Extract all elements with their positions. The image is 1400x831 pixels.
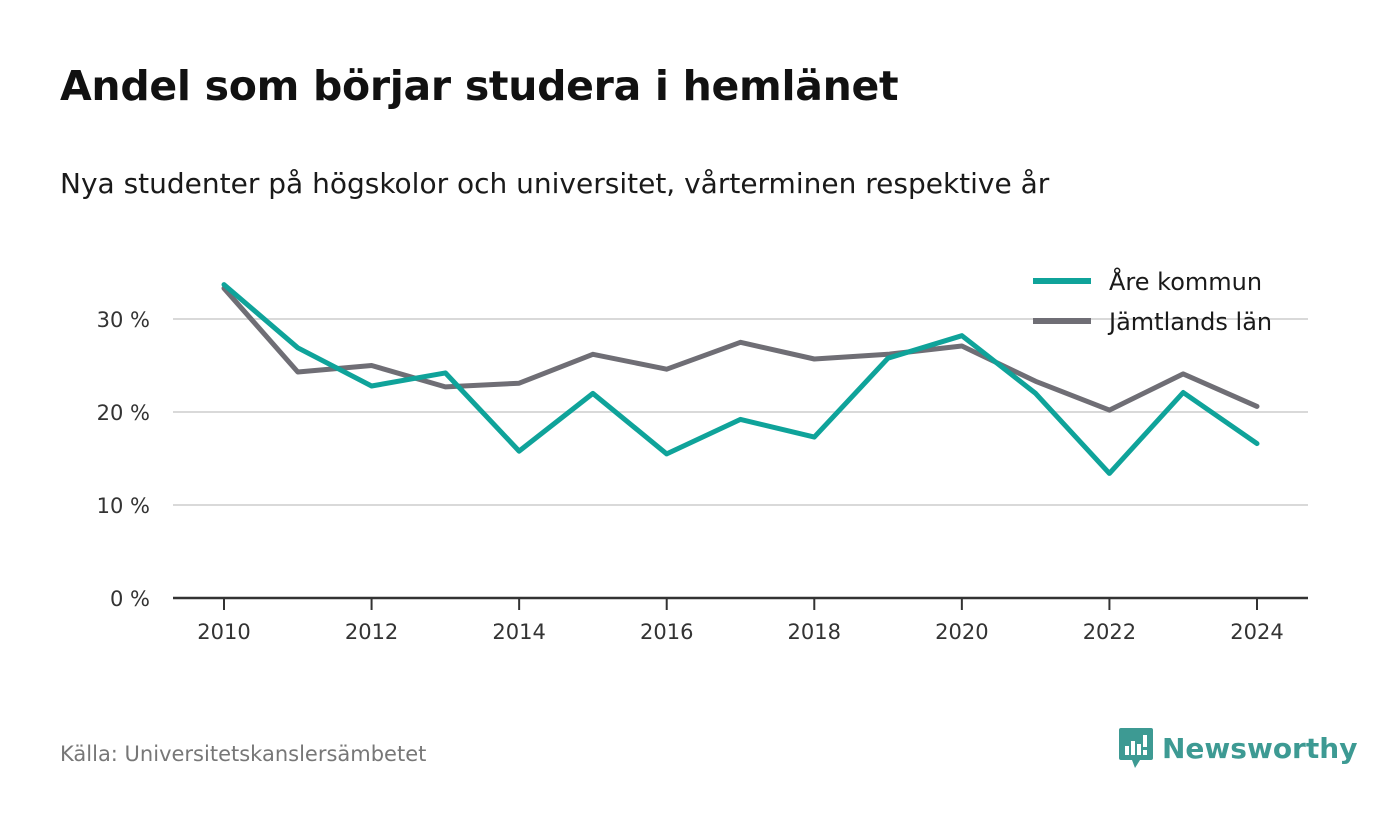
source-note: Källa: Universitetskanslersämbetet [60,742,427,766]
y-tick-label: 20 % [97,401,150,425]
y-tick-label: 10 % [97,494,150,518]
x-tick-label: 2022 [1083,620,1136,644]
y-tick-label: 30 % [97,308,150,332]
x-tick-label: 2020 [935,620,988,644]
legend: Åre kommun Jämtlands län [1033,267,1272,336]
x-tick-label: 2016 [640,620,693,644]
x-tick-label: 2010 [197,620,250,644]
y-tick-label: 0 % [110,587,150,611]
x-tick-label: 2012 [345,620,398,644]
line-chart: 0 % 10 % 20 % 30 % 2010 2012 2014 2016 2018 2020… [97,267,1308,644]
x-tick-label: 2024 [1230,620,1283,644]
x-axis-ticks: 2010 2012 2014 2016 2018 2020 2022 2024 [197,598,1284,644]
legend-label: Åre kommun [1109,267,1262,296]
chart-title: Andel som börjar studera i hemlänet [60,62,899,110]
brand-name: Newsworthy [1162,731,1358,765]
brand-logo: Newsworthy [1118,726,1357,770]
y-axis-ticks: 0 % 10 % 20 % 30 % [97,308,150,611]
legend-label: Jämtlands län [1107,308,1272,336]
series-lines [221,282,1260,476]
series-line-2 [221,285,1260,413]
newsworthy-logo-icon [1119,728,1153,768]
gridlines [173,318,1308,600]
series-line-1 [221,282,1260,476]
x-tick-label: 2014 [492,620,545,644]
x-tick-label: 2018 [788,620,841,644]
chart-subtitle: Nya studenter på högskolor och universit… [60,167,1050,200]
